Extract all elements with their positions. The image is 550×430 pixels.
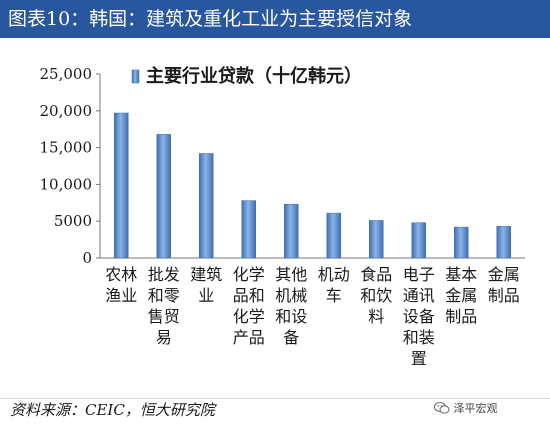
x-tick-label: 制品 xyxy=(488,286,520,305)
x-tick-label: 通讯 xyxy=(403,286,435,305)
x-tick-label: 基本 xyxy=(445,265,477,284)
x-tick-label: 化学 xyxy=(233,307,265,326)
x-tick-label: 金属 xyxy=(445,286,477,305)
bar-3 xyxy=(199,153,214,259)
x-tick-label: 制品 xyxy=(445,307,477,326)
legend-swatch xyxy=(131,69,140,84)
bar-10 xyxy=(496,226,511,259)
x-tick-label: 设备 xyxy=(403,307,435,326)
footer-divider xyxy=(0,398,550,399)
x-tick-label: 机械 xyxy=(275,286,307,305)
bar-8 xyxy=(411,222,426,259)
bar-4 xyxy=(241,200,256,259)
y-tick-label: 10,000 xyxy=(40,175,93,193)
bar-2 xyxy=(156,134,171,259)
x-tick-label: 和饮 xyxy=(360,286,392,305)
watermark: 泽平宏观 xyxy=(434,400,498,422)
x-tick-label: 和零 xyxy=(148,286,180,305)
x-tick-label: 渔业 xyxy=(105,286,137,305)
x-tick-label: 农林 xyxy=(105,265,137,284)
y-tick-label: 0 xyxy=(82,249,92,267)
chart-title-bar: 图表10：韩国：建筑及重化工业为主要授信对象 xyxy=(0,0,550,38)
x-tick-label: 金属 xyxy=(488,265,520,284)
watermark-text: 泽平宏观 xyxy=(453,402,498,415)
y-tick-label: 20,000 xyxy=(40,102,93,120)
bar-7 xyxy=(369,220,384,259)
x-tick-label: 其他 xyxy=(275,265,307,284)
x-tick-label: 建筑 xyxy=(190,265,222,284)
x-tick-label: 品和 xyxy=(233,286,265,305)
x-tick-label: 化学 xyxy=(233,265,265,284)
x-tick-label: 和设 xyxy=(275,307,307,326)
bar-chart: 0 5000 10,000 15,000 20,000 25,000 农林渔业批发和零售贸易… xyxy=(40,65,525,368)
chart-title: 图表10：韩国：建筑及重化工业为主要授信对象 xyxy=(8,8,413,30)
x-tick-label: 和装 xyxy=(403,328,435,347)
x-tick-label: 业 xyxy=(198,286,214,305)
x-tick-label: 备 xyxy=(283,328,299,347)
y-tick-label: 5000 xyxy=(54,212,92,230)
legend-label: 主要行业贷款（十亿韩元） xyxy=(146,65,362,87)
bar-5 xyxy=(284,204,299,259)
x-tick-label: 置 xyxy=(411,349,427,368)
wechat-icon xyxy=(434,402,450,414)
x-tick-label: 食品 xyxy=(360,265,392,284)
x-tick-label: 料 xyxy=(368,307,384,326)
bar-6 xyxy=(326,212,341,259)
x-tick-label: 电子 xyxy=(403,265,435,284)
source-note: 资料来源：CEIC，恒大研究院 xyxy=(10,401,215,419)
x-tick-label: 产品 xyxy=(233,328,265,347)
y-tick-label: 15,000 xyxy=(40,139,93,157)
bar-9 xyxy=(454,226,469,259)
x-tick-label: 批发 xyxy=(148,265,180,284)
x-tick-label: 售贸 xyxy=(148,307,180,326)
x-tick-label: 易 xyxy=(156,328,172,347)
x-tick-label: 车 xyxy=(326,286,342,305)
y-tick-label: 25,000 xyxy=(40,65,93,83)
bar-1 xyxy=(114,112,129,259)
x-tick-label: 机动 xyxy=(318,265,350,284)
